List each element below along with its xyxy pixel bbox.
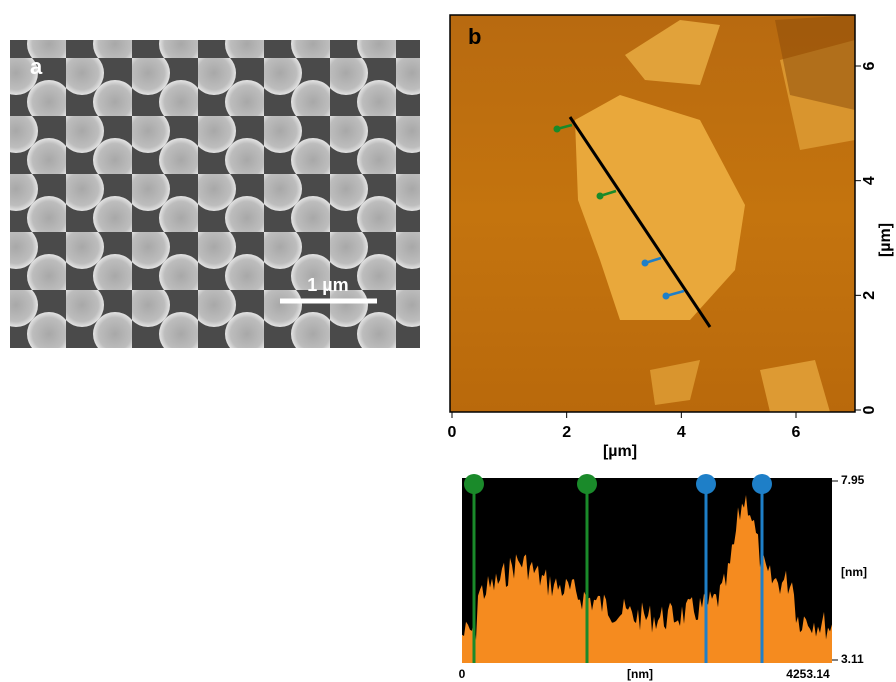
x-tick-label: 6 <box>792 424 801 441</box>
profile-y-max: 7.95 <box>841 473 865 487</box>
y-tick-label: 4 <box>861 176 878 185</box>
profile-x-min: 0 <box>459 667 466 681</box>
y-axis-title: [µm] <box>877 223 894 257</box>
x-tick-label: 2 <box>562 424 571 441</box>
profile-y-min: 3.11 <box>841 652 864 666</box>
profile-y-unit: [nm] <box>841 565 867 579</box>
y-tick-label: 2 <box>861 291 878 300</box>
scale-bar-label: 1 µm <box>307 275 348 295</box>
x-tick-label: 0 <box>448 424 457 441</box>
x-axis-title: [µm] <box>603 443 637 460</box>
profile-x-unit: [nm] <box>627 667 653 681</box>
x-tick-label: 4 <box>677 424 686 441</box>
y-tick-label: 0 <box>861 405 878 414</box>
profile-x-max: 4253.14 <box>786 667 830 681</box>
panel-label: a <box>30 54 43 79</box>
figure: a 1 µm b [µm] [µm] 0 2 4 6 0 2 4 6 7.95 [nm] 3.… <box>0 0 896 682</box>
panel-label: b <box>468 24 481 49</box>
y-tick-label: 6 <box>861 61 878 70</box>
